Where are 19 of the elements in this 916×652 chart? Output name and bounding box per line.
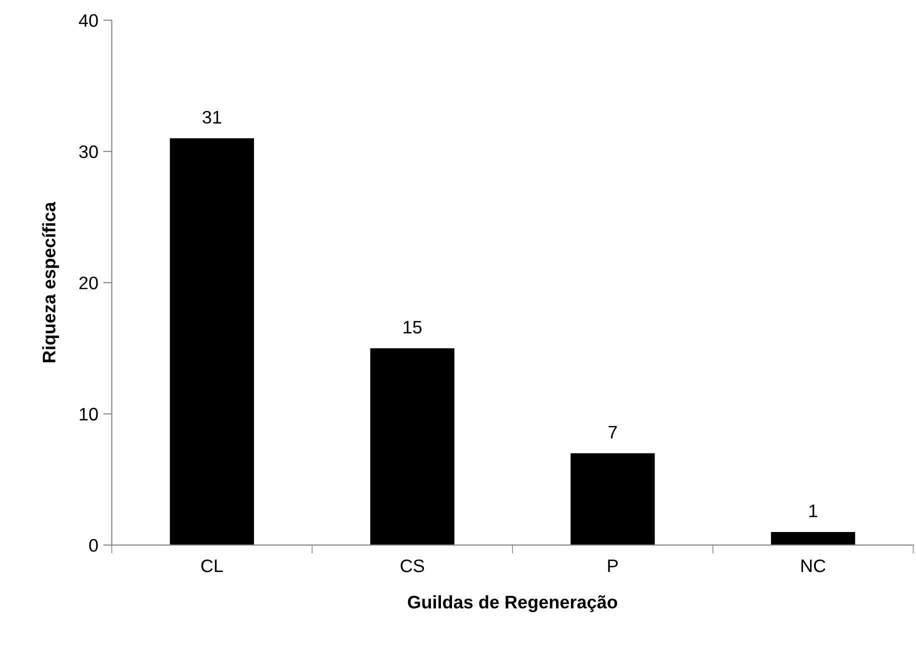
bar [570, 453, 655, 546]
x-tick-label: CL [201, 559, 223, 572]
x-tick-label: NC [802, 559, 826, 572]
y-axis-title: Riqueza específica [42, 202, 60, 362]
bar [170, 138, 254, 546]
y-tick-label: 0 [89, 539, 98, 552]
data-label: 1 [809, 504, 818, 518]
bar [370, 348, 454, 546]
x-tick-label: P [608, 560, 618, 572]
x-tick-label: CS [400, 559, 424, 572]
bar [770, 532, 856, 546]
data-label: 15 [404, 320, 422, 334]
data-label: 7 [608, 426, 617, 438]
x-axis-title: Guildas de Regeneração [408, 595, 618, 612]
y-tick-label: 10 [80, 408, 98, 421]
y-tick-label: 40 [78, 14, 98, 27]
y-tick-label: 20 [79, 276, 98, 290]
y-tick-label: 30 [79, 145, 98, 158]
data-label: 31 [202, 110, 222, 124]
